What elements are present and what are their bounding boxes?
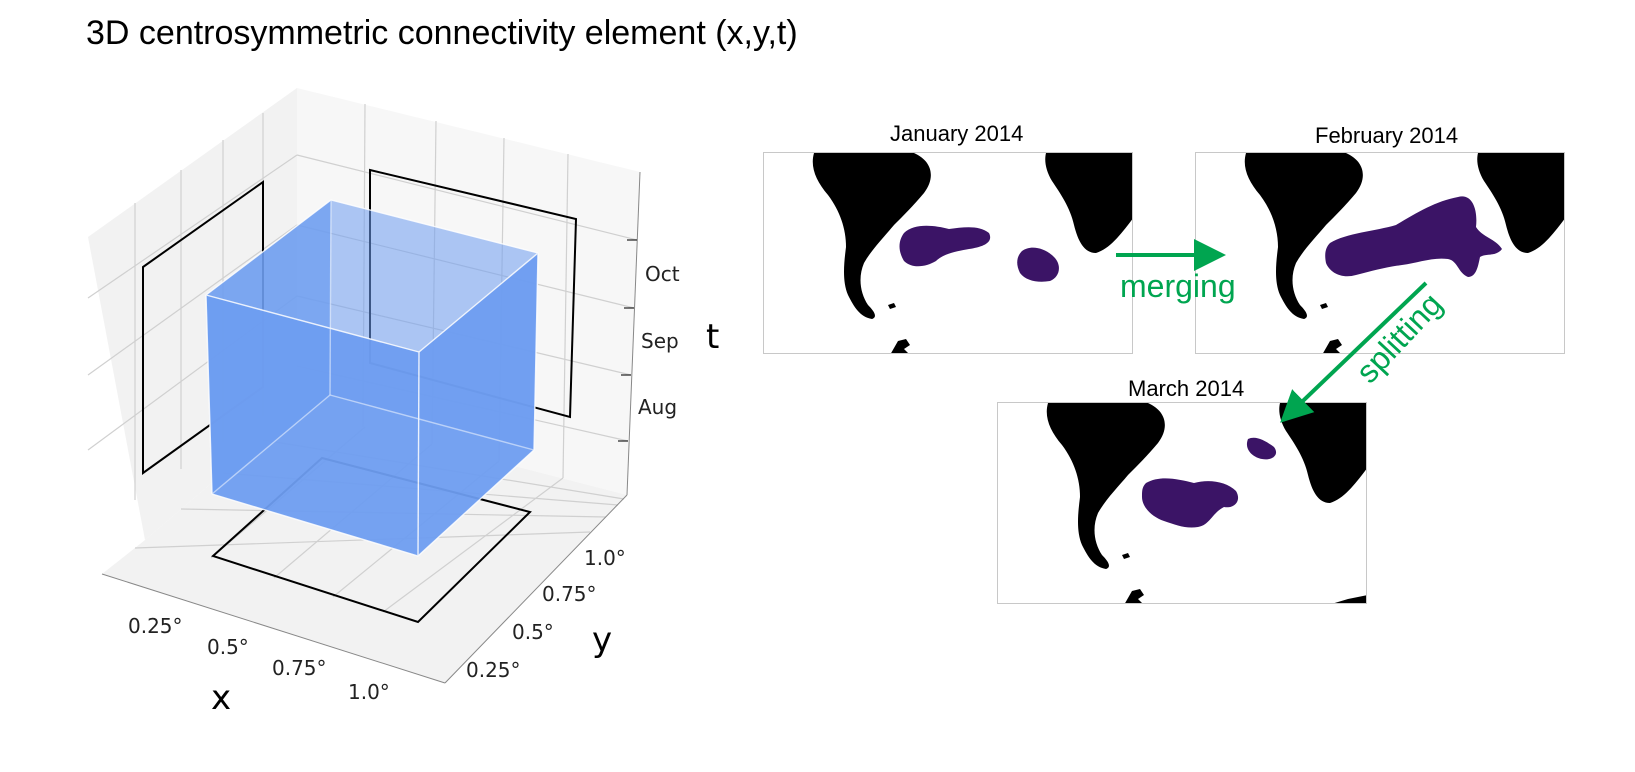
figure-title: 3D centrosymmetric connectivity element … bbox=[86, 14, 798, 52]
y-axis-label: y bbox=[592, 620, 612, 660]
antarctic-land bbox=[891, 339, 910, 353]
island-land bbox=[1122, 553, 1130, 559]
map-february bbox=[1195, 152, 1565, 354]
eddy-blob-split-1 bbox=[1142, 478, 1239, 528]
eddy-blob-1 bbox=[899, 225, 991, 267]
antarctic-land bbox=[1323, 339, 1342, 353]
map-january bbox=[763, 152, 1133, 354]
antarctic-land bbox=[1125, 589, 1144, 603]
x-tick-4: 1.0° bbox=[348, 680, 390, 704]
africa-land bbox=[1477, 153, 1564, 253]
map-title-march: March 2014 bbox=[1128, 376, 1245, 401]
island-land bbox=[1320, 303, 1328, 309]
cube-plot: 0.25° 0.5° 0.75° 1.0° 0.25° 0.5° 0.75° 1… bbox=[87, 88, 719, 718]
eddy-blob-2 bbox=[1017, 247, 1059, 282]
map-title-january: January 2014 bbox=[890, 121, 1024, 146]
y-tick-3: 0.75° bbox=[542, 582, 597, 606]
t-tick-1: Aug bbox=[638, 395, 677, 419]
island-land bbox=[888, 303, 896, 309]
t-tick-3: Oct bbox=[645, 262, 680, 286]
x-tick-1: 0.25° bbox=[128, 614, 183, 638]
map-title-february: February 2014 bbox=[1315, 123, 1459, 148]
africa-land bbox=[1045, 153, 1132, 253]
x-axis-label: x bbox=[211, 678, 231, 718]
eddy-blob-split-2 bbox=[1246, 437, 1277, 460]
x-tick-2: 0.5° bbox=[207, 635, 249, 659]
cube-front-face bbox=[206, 295, 419, 556]
y-tick-1: 0.25° bbox=[466, 658, 521, 682]
south-america-land bbox=[1244, 153, 1363, 319]
y-tick-2: 0.5° bbox=[512, 620, 554, 644]
map-march bbox=[997, 402, 1367, 604]
antarctic-land-right bbox=[1334, 595, 1366, 603]
t-tick-2: Sep bbox=[641, 329, 679, 353]
y-tick-4: 1.0° bbox=[584, 546, 626, 570]
south-america-land bbox=[812, 153, 931, 319]
south-america-land bbox=[1046, 403, 1165, 569]
eddy-blob-merged bbox=[1325, 196, 1502, 277]
x-tick-3: 0.75° bbox=[272, 656, 327, 680]
connectivity-cube bbox=[205, 199, 539, 557]
t-axis-label: t bbox=[706, 317, 719, 357]
africa-land bbox=[1279, 403, 1366, 503]
